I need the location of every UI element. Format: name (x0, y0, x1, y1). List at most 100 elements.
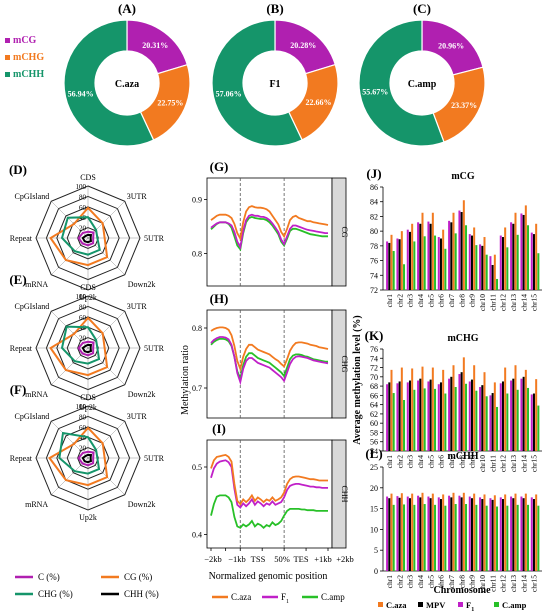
bar-Caza (462, 492, 465, 571)
bar-Caza (493, 382, 496, 451)
bar-F1 (437, 237, 440, 290)
bar-Caza (431, 493, 434, 571)
y-tick-label: 64 (370, 401, 378, 410)
y-tick-label: 72 (370, 286, 378, 295)
y-tick-label: 0.4 (192, 531, 202, 540)
donut-center-label: F1 (269, 79, 280, 90)
profile-legend-label: C.aza (231, 592, 251, 602)
bar-MPV (481, 245, 484, 290)
bar-F1 (386, 496, 389, 571)
bar-legend-swatch (418, 602, 423, 607)
bar-Caza (524, 493, 527, 571)
radar-axis-label: Up2k (79, 513, 97, 522)
bar-Caza (431, 367, 434, 451)
profile-line-Caza (210, 326, 329, 372)
bar-Camp (423, 388, 426, 451)
y-tick-label: 25 (370, 463, 378, 472)
y-tick-label: 0.5 (192, 463, 202, 472)
x-tick-label: chr2 (395, 455, 404, 469)
panel-label: (K) (365, 328, 384, 343)
bar-MPV (460, 212, 463, 290)
radar-spoke (51, 421, 89, 459)
bar-Camp (403, 504, 406, 571)
y-tick-label: 74 (370, 271, 378, 280)
radar-axis-label: mRNA (25, 500, 48, 509)
bar-F1 (489, 395, 492, 451)
bar-MPV (501, 381, 504, 451)
donut-value-label: 20.28% (290, 41, 316, 50)
facet-strip (331, 309, 347, 419)
radar-series-CHH (81, 453, 93, 464)
bar-Camp (475, 245, 478, 290)
radar-chart-1: 20406080100CDS3UTR5UTRDown2kUp2kmRNARepe… (10, 173, 165, 302)
profile-line-Caza (210, 453, 328, 506)
profile-line-F1 (210, 213, 328, 250)
bar-MPV (470, 498, 473, 571)
x-tick-label: chr13 (509, 455, 518, 472)
bar-F1 (479, 244, 482, 290)
bar-Camp (475, 504, 478, 571)
panel-label: (C) (413, 1, 431, 16)
bar-Camp (454, 504, 457, 571)
plot-frame (206, 309, 333, 419)
x-tick-label: chr3 (406, 294, 415, 308)
bar-F1 (520, 496, 523, 571)
y-tick-label: 74 (370, 354, 378, 363)
bar-F1 (396, 496, 399, 571)
legend-swatch-mCHH (5, 72, 10, 77)
profile-line-F1 (210, 336, 329, 386)
x-tick-label: +2kb (336, 554, 354, 564)
radar-axis-label: 5UTR (144, 454, 165, 463)
y-tick-label: 56 (370, 438, 378, 447)
y-tick-label: 62 (370, 410, 378, 419)
panel-label: (D) (9, 162, 27, 177)
bar-Camp (516, 234, 519, 290)
bar-legend-label: F1 (466, 600, 474, 613)
x-tick-label: chr12 (499, 455, 508, 472)
radar-axis-label: CDS (80, 283, 96, 292)
x-tick-label: −1kb (228, 554, 246, 564)
donut-value-label: 23.37% (451, 101, 477, 110)
x-tick-label: chr13 (509, 294, 518, 311)
y-tick-label: 70 (370, 373, 378, 382)
bar-Camp (465, 504, 468, 571)
bar-F1 (448, 220, 451, 290)
radar-spoke (51, 311, 89, 349)
radar-legend-label: CHG (%) (38, 589, 73, 599)
bar-Caza (504, 227, 507, 290)
bar-F1 (468, 381, 471, 451)
plot-frame (206, 177, 333, 287)
y-tick-label: 72 (370, 364, 378, 373)
panel-label: (B) (266, 1, 283, 16)
bar-legend-swatch (378, 602, 383, 607)
y-tick-label: 76 (370, 345, 378, 354)
radar-axis-label: 5UTR (144, 344, 165, 353)
bar-F1 (458, 374, 461, 451)
y-tick-label: 10 (370, 525, 378, 534)
bar-Camp (465, 383, 468, 451)
bar-Caza (493, 254, 496, 290)
bar-Caza (514, 365, 517, 451)
radar-axis-label: Repeat (10, 454, 33, 463)
profile-legend-label-sub: 1 (286, 599, 289, 605)
bar-Caza (411, 223, 414, 290)
bar-Caza (483, 372, 486, 451)
bar-F1 (458, 495, 461, 571)
radar-axis-label: mRNA (25, 280, 48, 289)
radar-axis-label: 3UTR (127, 192, 148, 201)
bar-Camp (496, 278, 499, 290)
radar-axis-label: Down2k (128, 280, 156, 289)
radar-axis-label: CDS (80, 173, 96, 182)
bar-Caza (390, 493, 393, 571)
bar-Camp (454, 387, 457, 451)
bar-MPV (491, 499, 494, 571)
x-tick-label: chr14 (519, 455, 528, 472)
panel-label: (H) (210, 291, 229, 306)
radar-series-CG (49, 206, 109, 267)
bar-Camp (403, 400, 406, 451)
bar-F1 (499, 497, 502, 571)
donut-value-label: 22.75% (157, 98, 183, 107)
bar-MPV (388, 498, 391, 571)
